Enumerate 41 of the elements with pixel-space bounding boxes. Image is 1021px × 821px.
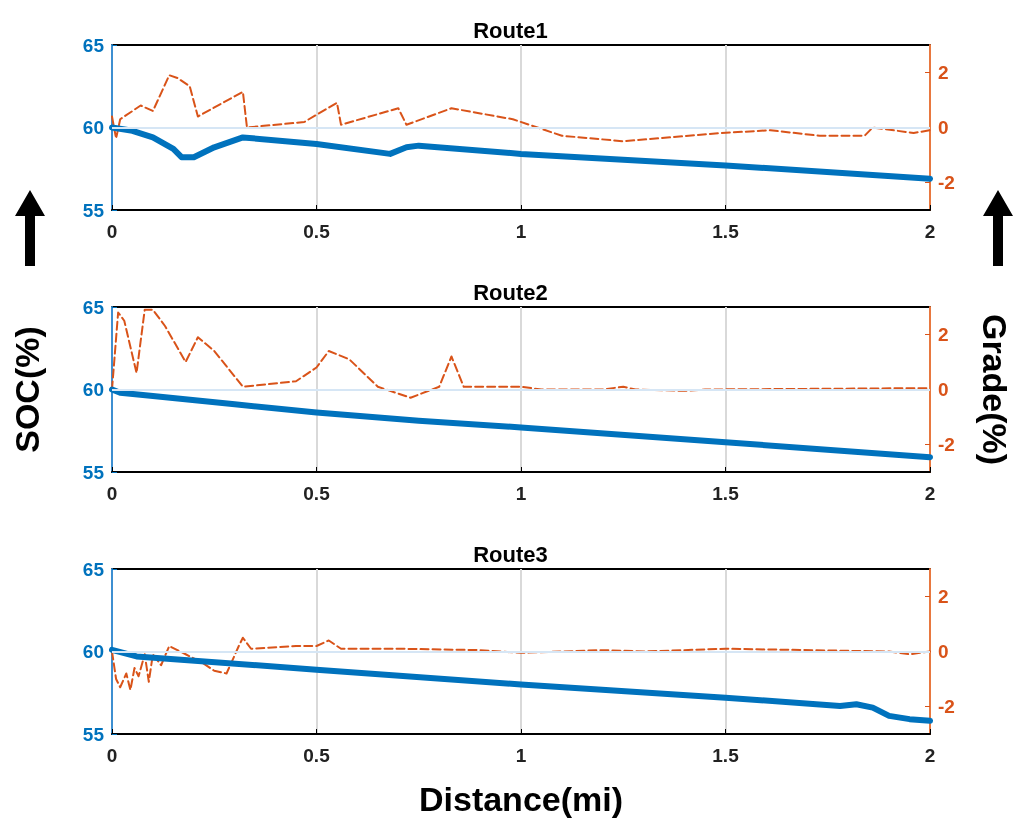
x-tick-label: 0.5 — [303, 483, 331, 504]
y2-tick-label: 2 — [938, 62, 949, 83]
x-tick-label: 1.5 — [712, 483, 740, 504]
x-tick-label: 1 — [515, 745, 527, 766]
y2-tick-label: -2 — [938, 172, 955, 193]
y-tick-label: 65 — [82, 558, 105, 580]
line-series — [111, 74, 931, 143]
y-tick-label: 55 — [82, 199, 105, 221]
x-tick-label: 2 — [924, 745, 936, 766]
y-axis-title: SOC(%) — [8, 326, 46, 453]
chart-title: Route1 — [473, 17, 548, 43]
x-tick-label: 1 — [515, 483, 527, 504]
y2-axis-title: Grade(%) — [976, 313, 1014, 466]
x-tick-label: 0 — [106, 221, 118, 242]
chart-title: Route2 — [473, 279, 548, 305]
y2-tick-label: 2 — [938, 586, 949, 607]
y2-tick-label: -2 — [938, 696, 955, 717]
y-tick-label: 60 — [82, 379, 104, 400]
x-axis-title: Distance(mi) — [418, 780, 624, 818]
y2-tick-label: -2 — [938, 434, 955, 455]
y2-tick-label: 0 — [938, 379, 949, 400]
x-tick-label: 2 — [924, 483, 936, 504]
y-tick-label: 55 — [82, 461, 105, 483]
x-tick-label: 0 — [106, 745, 118, 766]
y-tick-label: 65 — [82, 34, 105, 56]
x-tick-label: 0.5 — [303, 745, 331, 766]
x-tick-label: 1.5 — [712, 221, 740, 242]
y2-tick-label: 0 — [938, 117, 949, 138]
x-tick-label: 2 — [924, 221, 936, 242]
y-tick-label: 55 — [82, 723, 105, 745]
y-tick-label: 60 — [82, 117, 104, 138]
chart-title: Route3 — [473, 541, 548, 567]
x-tick-label: 1.5 — [712, 745, 740, 766]
y2-tick-label: 0 — [938, 641, 949, 662]
y-tick-label: 60 — [82, 641, 104, 662]
y2-tick-label: 2 — [938, 324, 949, 345]
x-tick-label: 1 — [515, 221, 527, 242]
line-series — [111, 636, 931, 691]
x-tick-label: 0.5 — [303, 221, 331, 242]
y-tick-label: 65 — [82, 296, 105, 318]
x-tick-label: 0 — [106, 483, 118, 504]
